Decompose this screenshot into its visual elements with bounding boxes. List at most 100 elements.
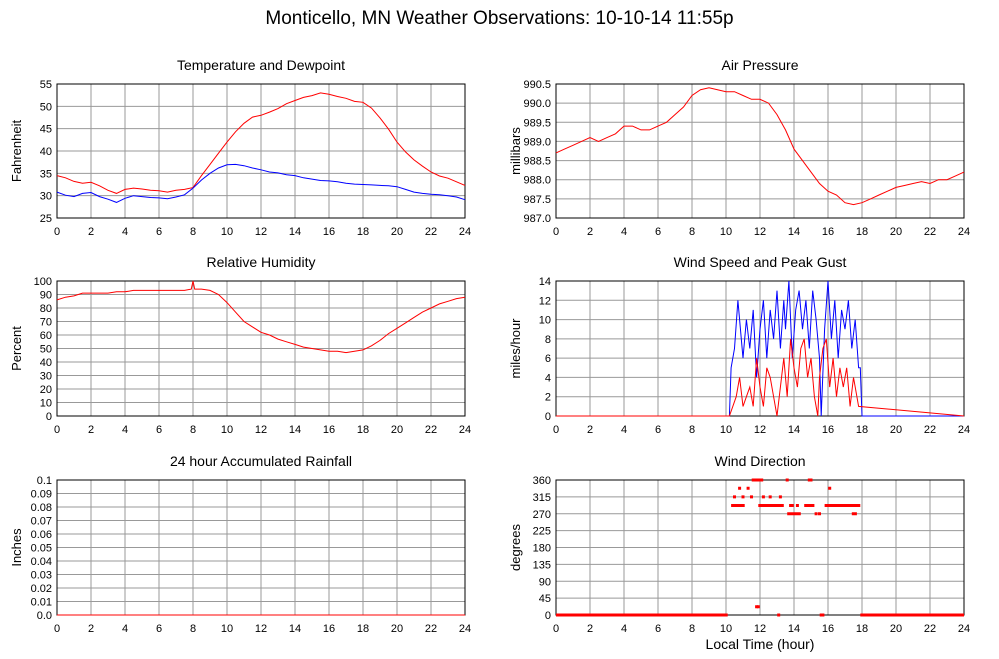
series-line-1 — [56, 163, 466, 203]
series-line-0 — [556, 280, 964, 417]
y-tick-label: 180 — [533, 543, 551, 555]
x-tick-label: 24 — [958, 226, 970, 238]
x-tick-label: 2 — [587, 623, 593, 635]
y-tick-label: 35 — [40, 168, 52, 180]
x-tick-label: 2 — [587, 226, 593, 238]
direction-point — [755, 605, 759, 609]
y-tick-label: 0 — [46, 411, 52, 423]
x-tick-label: 6 — [156, 226, 162, 238]
y-tick-label: 50 — [40, 101, 52, 113]
x-tick-label: 2 — [88, 623, 94, 635]
x-tick-label: 20 — [890, 226, 902, 238]
direction-point — [777, 613, 781, 617]
x-tick-label: 12 — [754, 424, 766, 436]
direction-point — [751, 478, 755, 482]
y-axis-label: miles/hour — [508, 318, 523, 379]
y-tick-label: 40 — [40, 357, 52, 369]
y-tick-label: 10 — [40, 398, 52, 410]
x-tick-label: 4 — [621, 623, 627, 635]
x-tick-label: 6 — [655, 424, 661, 436]
x-tick-label: 24 — [958, 623, 970, 635]
x-tick-label: 18 — [357, 424, 369, 436]
y-tick-label: 6 — [545, 353, 551, 365]
plot-frame — [56, 280, 466, 417]
y-tick-label: 30 — [40, 371, 52, 383]
x-tick-label: 24 — [459, 623, 471, 635]
series-line-1 — [556, 338, 965, 417]
y-tick-label: 30 — [40, 191, 52, 203]
x-tick-label: 20 — [391, 226, 403, 238]
y-axis-label: degrees — [508, 524, 523, 571]
x-tick-label: 10 — [221, 424, 233, 436]
direction-point — [753, 478, 757, 482]
y-tick-label: 0 — [545, 411, 551, 423]
x-tick-label: 0 — [553, 226, 559, 238]
direction-point — [755, 478, 759, 482]
direction-point — [758, 478, 762, 482]
direction-point — [756, 478, 760, 482]
y-tick-label: 60 — [40, 330, 52, 342]
x-tick-label: 20 — [890, 623, 902, 635]
y-tick-label: 0.07 — [31, 516, 52, 528]
y-tick-label: 45 — [40, 124, 52, 136]
y-tick-label: 0.04 — [31, 556, 52, 568]
y-tick-label: 0.06 — [31, 529, 52, 541]
y-tick-label: 0.05 — [31, 543, 52, 555]
y-tick-label: 990.5 — [523, 79, 551, 91]
direction-point — [819, 613, 823, 617]
direction-point — [821, 613, 825, 617]
x-tick-label: 10 — [221, 226, 233, 238]
y-tick-label: 0.09 — [31, 489, 52, 501]
x-tick-label: 10 — [720, 623, 732, 635]
x-tick-label: 16 — [323, 623, 335, 635]
y-tick-label: 987.0 — [523, 213, 551, 225]
direction-point — [756, 605, 760, 609]
x-tick-label: 2 — [88, 424, 94, 436]
direction-point — [789, 504, 793, 507]
x-tick-label: 12 — [754, 226, 766, 238]
x-tick-label: 12 — [255, 226, 267, 238]
x-tick-label: 14 — [289, 623, 301, 635]
direction-point — [818, 512, 821, 516]
x-tick-label: 18 — [357, 226, 369, 238]
x-tick-label: 4 — [122, 623, 128, 635]
y-axis-label: Inches — [9, 528, 24, 567]
y-tick-label: 360 — [533, 475, 551, 487]
chart-title: Wind Speed and Peak Gust — [674, 254, 847, 270]
y-axis-label: Fahrenheit — [9, 120, 24, 183]
series-line-0 — [56, 280, 466, 354]
x-tick-label: 4 — [621, 226, 627, 238]
series-line-0 — [555, 87, 965, 206]
y-tick-label: 25 — [40, 213, 52, 225]
x-tick-label: 12 — [255, 424, 267, 436]
y-tick-label: 8 — [545, 334, 551, 346]
y-tick-label: 989.5 — [523, 117, 551, 129]
y-tick-label: 990.0 — [523, 98, 551, 110]
y-tick-label: 0.1 — [37, 475, 52, 487]
x-tick-label: 6 — [655, 226, 661, 238]
chart-title: 24 hour Accumulated Rainfall — [170, 453, 352, 469]
y-tick-label: 45 — [539, 593, 551, 605]
y-tick-label: 987.5 — [523, 194, 551, 206]
x-tick-label: 14 — [788, 623, 800, 635]
plot-frame — [56, 83, 466, 219]
direction-point — [746, 486, 750, 490]
direction-point — [768, 495, 772, 499]
x-tick-label: 16 — [822, 226, 834, 238]
x-tick-label: 18 — [357, 623, 369, 635]
x-tick-label: 24 — [459, 226, 471, 238]
y-tick-label: 0.08 — [31, 502, 52, 514]
direction-point — [814, 512, 818, 516]
chart-title: Relative Humidity — [207, 254, 316, 270]
x-tick-label: 12 — [255, 623, 267, 635]
y-tick-label: 70 — [40, 317, 52, 329]
y-axis-label: millibars — [508, 127, 523, 175]
x-tick-label: 18 — [856, 424, 868, 436]
x-tick-label: 22 — [425, 424, 437, 436]
x-tick-label: 2 — [88, 226, 94, 238]
x-tick-label: 18 — [856, 623, 868, 635]
y-tick-label: 10 — [539, 315, 551, 327]
direction-point — [738, 486, 742, 490]
